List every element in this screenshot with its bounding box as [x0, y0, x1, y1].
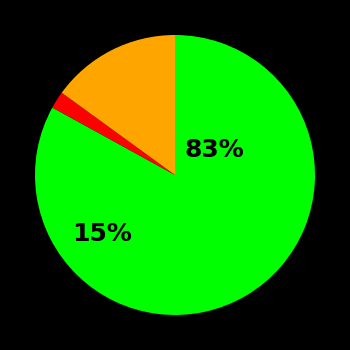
- Text: 15%: 15%: [72, 222, 132, 246]
- Wedge shape: [35, 35, 315, 315]
- Wedge shape: [62, 35, 175, 175]
- Wedge shape: [52, 93, 175, 175]
- Text: 83%: 83%: [184, 138, 244, 162]
